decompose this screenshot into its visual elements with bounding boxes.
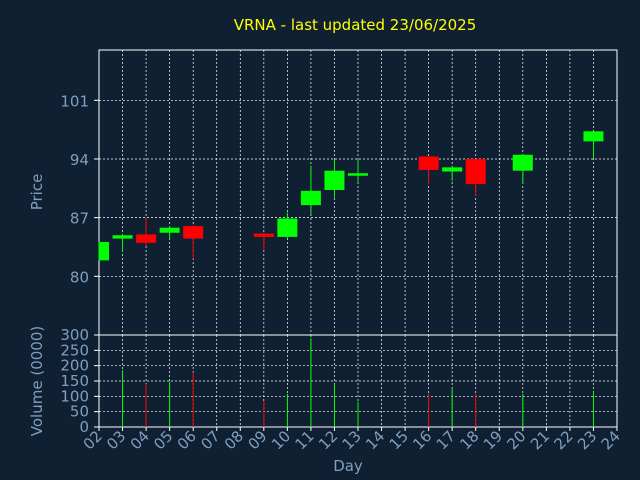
volume-axis-label: Volume (0000) [28,326,46,436]
price-axis-label: Price [28,174,46,211]
volume-tick-label: 50 [70,403,89,421]
candle-body [183,226,204,239]
volume-tick-label: 150 [60,372,89,390]
price-tick-label: 87 [70,210,89,228]
candle-body [442,167,463,172]
candles [98,131,604,261]
candle-body [324,170,345,190]
volume-tick-label: 100 [60,387,89,405]
volume-bars [122,338,594,427]
price-tick-label: 80 [70,268,89,286]
price-grid [99,50,617,335]
chart-title: VRNA - last updated 23/06/2025 [234,16,477,34]
candle-body [348,173,368,176]
volume-tick-label: 0 [79,418,89,436]
price-tick-label: 101 [60,92,89,110]
price-tick-label: 94 [70,151,89,169]
candle-body [465,158,486,185]
volume-tick-label: 300 [60,326,89,344]
candle-body [136,234,157,243]
x-axis-label: Day [333,457,363,475]
price-panel: 80 87 94 101 Price [28,49,618,336]
volume-tick-label: 200 [60,357,89,375]
x-tick-labels: 0203040506070809101112131415161718192021… [80,427,624,453]
candle-body [418,156,439,170]
candle-body [583,131,604,142]
candle-body [112,235,133,239]
candle-body [253,233,274,237]
candle-body [512,154,533,171]
candle-body [99,241,109,261]
candle-body [300,190,321,206]
volume-tick-label: 250 [60,341,89,359]
candle-body [277,218,298,237]
candle-body [159,227,180,233]
price-y-ticks: 80 87 94 101 [60,92,99,286]
